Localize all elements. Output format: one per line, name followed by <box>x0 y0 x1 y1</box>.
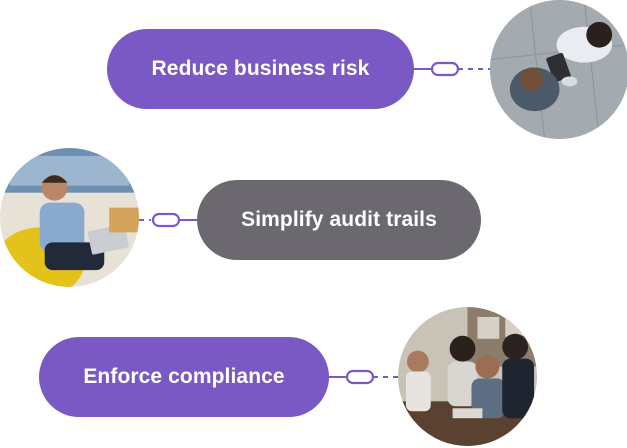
man-with-laptop-photo <box>0 148 139 287</box>
benefit-pill-compliance: Enforce compliance <box>39 337 329 417</box>
benefit-label: Simplify audit trails <box>241 208 437 231</box>
benefit-label: Reduce business risk <box>151 57 370 80</box>
benefit-pill-audit-trails: Simplify audit trails <box>197 180 481 260</box>
connector-link-icon <box>139 211 199 229</box>
connector-link-icon <box>414 60 494 78</box>
connector-link-icon <box>329 368 404 386</box>
two-people-tablet-overhead-photo <box>490 0 627 139</box>
benefit-label: Enforce compliance <box>83 365 285 388</box>
team-meeting-photo <box>398 307 537 446</box>
benefit-pill-reduce-risk: Reduce business risk <box>107 29 414 109</box>
